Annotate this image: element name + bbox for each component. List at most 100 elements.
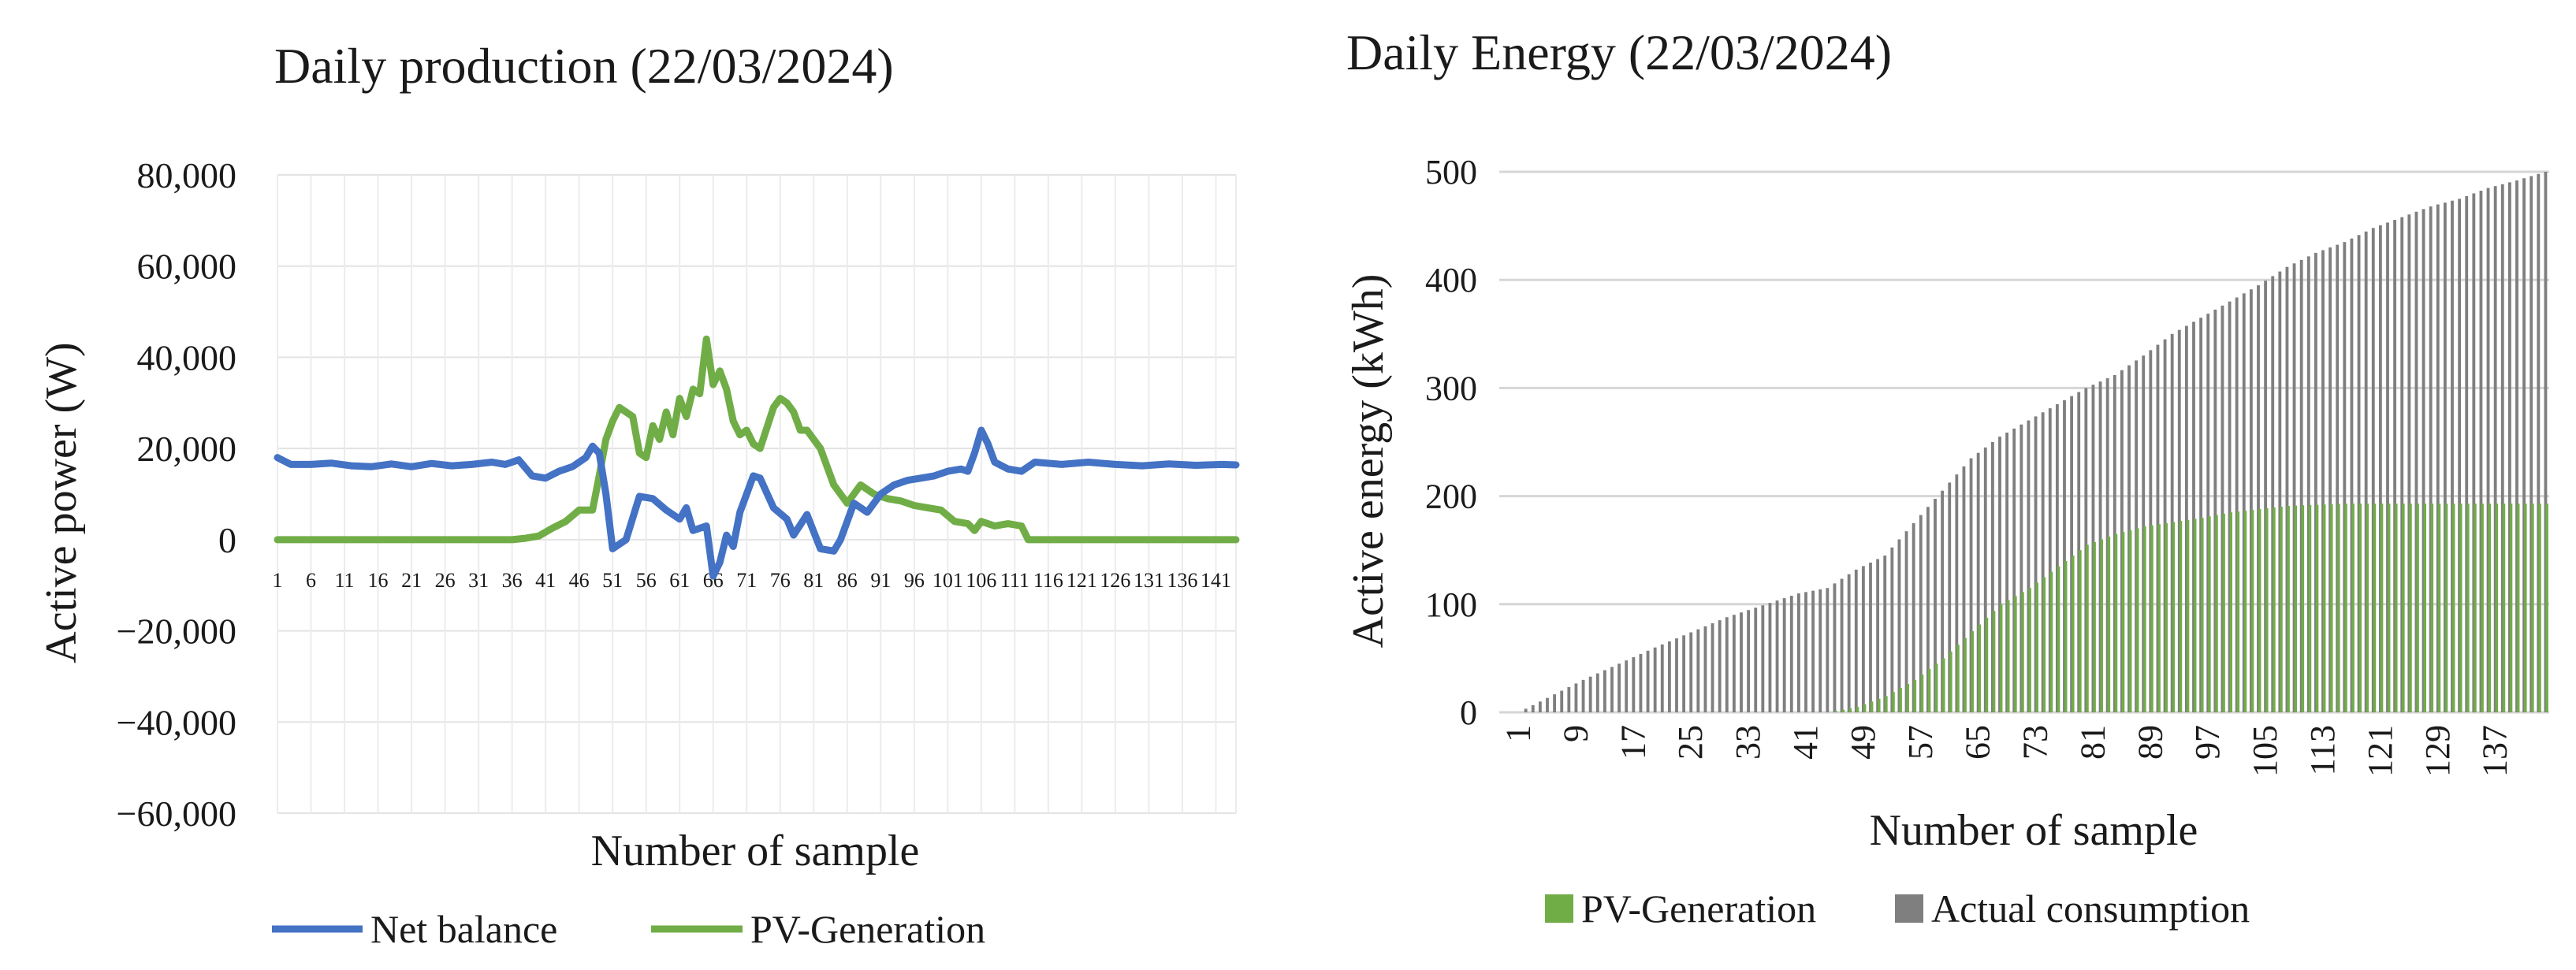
bar-pv-generation: [1856, 707, 1859, 712]
bar-pv-generation: [2488, 504, 2491, 712]
bar-actual-consumption: [2529, 176, 2533, 713]
bar-pv-generation: [2395, 504, 2398, 712]
bar-actual-consumption: [2105, 378, 2109, 712]
x-tick-labels: 1 6 11 16 21 26 31 36 41 46 51 56 61 66 71 76 81 86 91 96 10…: [273, 569, 1231, 592]
legend-label-pv-generation: PV-Generation: [750, 907, 985, 951]
x-axis-title: Number of sample: [591, 827, 920, 875]
bar-pv-generation: [2437, 504, 2441, 712]
bar-actual-consumption: [2443, 203, 2447, 713]
bar-pv-generation: [2315, 504, 2319, 712]
bar-pv-generation: [2136, 528, 2139, 712]
x-tick-labels: 1 9 17 25 33 41 49 57 65 73 81 89 97 105 113 121 129 137: [1499, 725, 2515, 777]
bar-actual-consumption: [1696, 629, 1700, 712]
y-tick-label: 20,000: [137, 429, 237, 469]
bar-pv-generation: [2502, 504, 2506, 712]
bar-pv-generation: [2250, 510, 2254, 712]
bar-actual-consumption: [2357, 235, 2361, 712]
bar-actual-consumption: [1732, 615, 1736, 712]
bar-actual-consumption: [1747, 610, 1751, 712]
bar-actual-consumption: [1653, 647, 1657, 712]
bar-actual-consumption: [2220, 305, 2224, 712]
x-tick-label: 76: [770, 569, 791, 592]
bar-actual-consumption: [1983, 447, 1987, 712]
bar-pv-generation: [1992, 611, 1996, 713]
bar-pv-generation: [2172, 522, 2176, 712]
bar-actual-consumption: [2472, 193, 2476, 712]
bar-actual-consumption: [2299, 259, 2303, 712]
y-tick-label: 80,000: [137, 155, 237, 195]
y-tick-labels: 500 400 300 200 100 0: [1425, 153, 1477, 732]
bar-actual-consumption: [2537, 173, 2541, 713]
bar-pv-generation: [1834, 711, 1837, 712]
bar-actual-consumption: [1854, 569, 1858, 712]
bar-actual-consumption: [1962, 466, 1966, 712]
bar-actual-consumption: [1804, 592, 1807, 712]
x-tick-label: 6: [306, 569, 316, 592]
x-tick-label: 33: [1729, 725, 1767, 760]
bar-pv-generation: [1863, 704, 1867, 712]
bar-pv-generation: [1885, 696, 1888, 712]
legend: Net balance PV-Generation: [272, 907, 985, 951]
bar-pv-generation: [1971, 631, 1974, 712]
y-axis-title: Active energy (kWh): [1344, 274, 1393, 649]
bar-pv-generation: [1906, 683, 1909, 712]
bar-pv-generation: [2301, 505, 2305, 712]
legend: PV-Generation Actual consumption: [1545, 886, 2250, 931]
x-tick-label: 57: [1901, 725, 1940, 760]
bar-actual-consumption: [1890, 547, 1894, 712]
bar-pv-generation: [1978, 624, 1982, 712]
bar-actual-consumption: [1682, 635, 1686, 712]
bar-actual-consumption: [1775, 600, 1779, 712]
bars: [1524, 172, 2548, 713]
y-tick-label: 0: [218, 520, 236, 560]
bar-actual-consumption: [1725, 617, 1729, 712]
bar-actual-consumption: [2522, 178, 2526, 713]
bar-pv-generation: [2129, 530, 2132, 712]
bar-pv-generation: [2079, 550, 2082, 712]
bar-actual-consumption: [2041, 412, 2045, 712]
bar-pv-generation: [1927, 669, 1931, 712]
bar-actual-consumption: [1639, 653, 1643, 712]
bar-actual-consumption: [2422, 209, 2425, 713]
bar-pv-generation: [2258, 509, 2261, 712]
bar-pv-generation: [1964, 637, 1967, 712]
bar-actual-consumption: [1941, 490, 1945, 712]
bar-actual-consumption: [1919, 515, 1923, 712]
bar-pv-generation: [2222, 513, 2225, 712]
bar-actual-consumption: [2027, 420, 2031, 712]
bar-pv-generation: [2086, 544, 2089, 712]
bar-pv-generation: [1942, 658, 1945, 712]
bar-actual-consumption: [1948, 482, 1952, 712]
bar-pv-generation: [2323, 504, 2326, 712]
bar-actual-consumption: [1754, 608, 1758, 712]
bar-pv-generation: [2208, 516, 2211, 712]
legend-label-net-balance: Net balance: [370, 907, 557, 951]
x-tick-label: 61: [669, 569, 690, 592]
bar-pv-generation: [2093, 541, 2096, 712]
bar-pv-generation: [2042, 577, 2046, 712]
bar-actual-consumption: [2371, 228, 2375, 713]
bar-actual-consumption: [1976, 452, 1980, 712]
bar-actual-consumption: [2544, 172, 2548, 712]
x-tick-label: 129: [2418, 725, 2457, 777]
y-tick-label: 400: [1425, 261, 1477, 299]
bar-pv-generation: [2107, 537, 2111, 712]
bar-actual-consumption: [1560, 690, 1564, 712]
bar-actual-consumption: [1660, 644, 1664, 712]
bar-pv-generation: [2545, 504, 2548, 712]
bar-actual-consumption: [1840, 578, 1844, 712]
bar-pv-generation: [2165, 522, 2168, 712]
bar-pv-generation: [2215, 515, 2218, 712]
series-lines: [274, 335, 1240, 580]
bar-actual-consumption: [2458, 199, 2462, 713]
bar-actual-consumption: [2465, 195, 2469, 712]
bar-pv-generation: [2351, 504, 2355, 712]
bar-actual-consumption: [2328, 247, 2332, 712]
bar-actual-consumption: [2012, 428, 2016, 712]
bar-actual-consumption: [1796, 593, 1800, 712]
x-tick-label: 25: [1671, 725, 1710, 760]
x-tick-label: 41: [535, 569, 556, 592]
bar-actual-consumption: [1876, 559, 1880, 712]
bar-pv-generation: [2538, 504, 2541, 712]
legend-swatch-actual-consumption: [1895, 894, 1923, 923]
